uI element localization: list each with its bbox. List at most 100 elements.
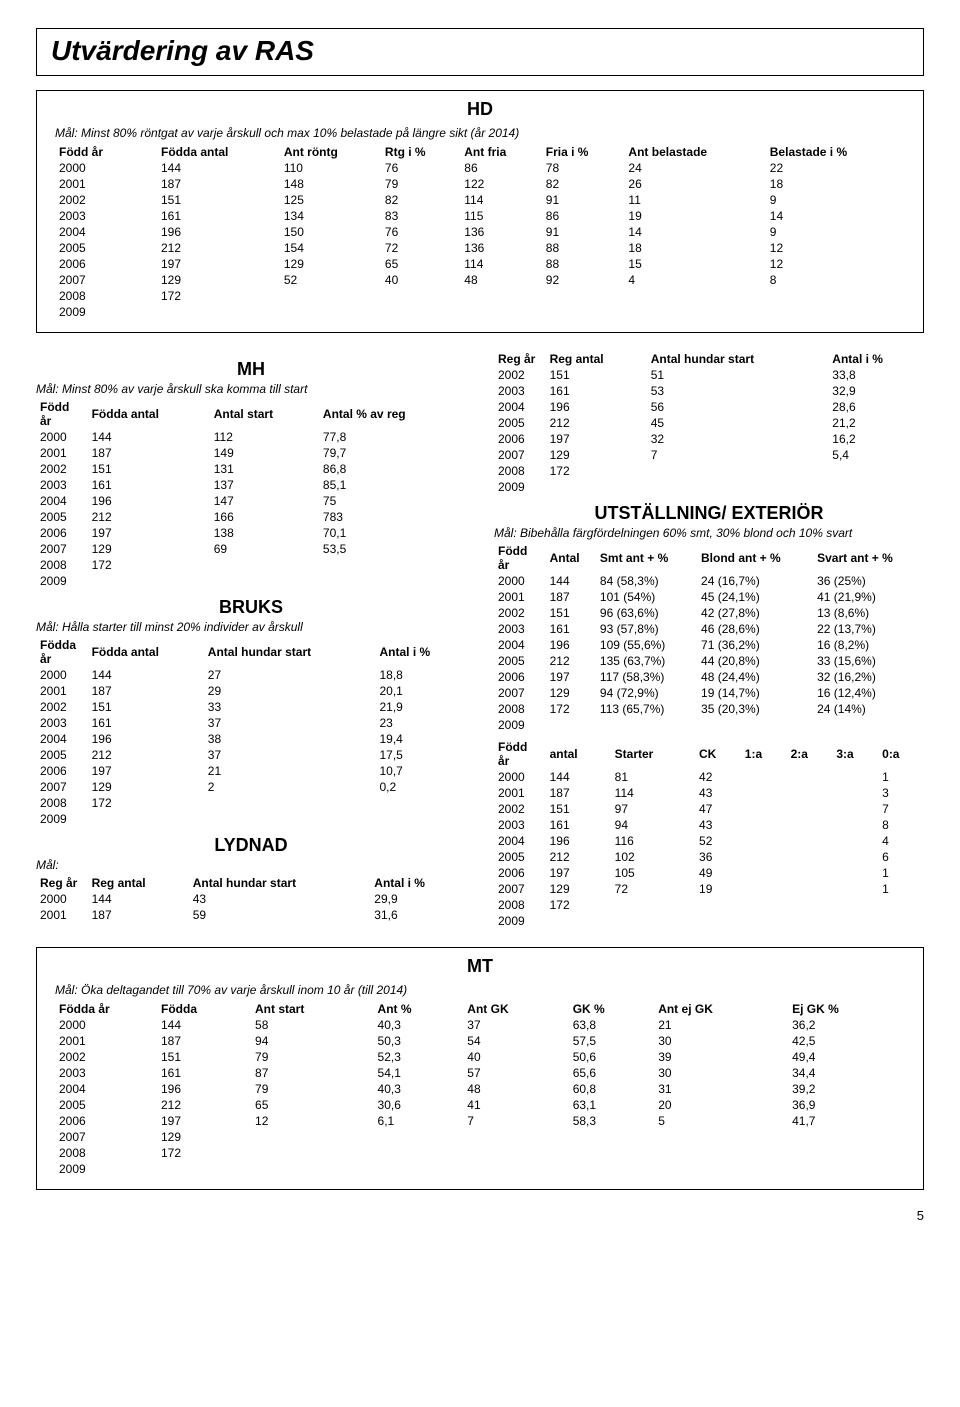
table-cell: 33 (15,6%) (813, 653, 924, 669)
column-header: Ant ej GK (654, 1001, 788, 1017)
column-header: Ant röntg (280, 144, 381, 160)
table-cell: 2001 (55, 1033, 157, 1049)
table-cell: 9 (766, 224, 905, 240)
table-cell: 50,6 (569, 1049, 655, 1065)
table-cell: 8 (766, 272, 905, 288)
table-cell: 94 (251, 1033, 374, 1049)
table-cell: 28,6 (828, 399, 924, 415)
table-cell: 29 (204, 683, 376, 699)
table-cell: 115 (460, 208, 542, 224)
table-cell: 197 (546, 431, 647, 447)
table-cell: 161 (546, 817, 611, 833)
table-cell: 10,7 (376, 763, 467, 779)
table-cell (542, 304, 625, 320)
table-cell: 82 (542, 176, 625, 192)
table-cell: 12 (251, 1113, 374, 1129)
table-cell: 58,3 (569, 1113, 655, 1129)
table-cell: 47 (695, 801, 741, 817)
table-cell: 17,5 (376, 747, 467, 763)
ck-table: Född årantalStarterCK1:a2:a3:a0:a 200014… (494, 739, 924, 929)
table-cell (832, 817, 878, 833)
table-cell: 15 (624, 256, 765, 272)
column-header: Antal hundar start (204, 637, 376, 667)
column-header: 1:a (741, 739, 787, 769)
table-row: 20041961507613691149 (55, 224, 905, 240)
column-header: Antal hundar start (189, 875, 371, 891)
table-cell: 18 (624, 240, 765, 256)
column-header: Födda år (55, 1001, 157, 1017)
table-cell: 83 (381, 208, 460, 224)
column-header: Reg år (494, 351, 546, 367)
column-header: Födda år (36, 637, 88, 667)
table-cell: 110 (280, 160, 381, 176)
table-cell: 24 (14%) (813, 701, 924, 717)
table-cell: 2003 (36, 477, 88, 493)
table-row: 2006197126,1758,3541,7 (55, 1113, 905, 1129)
table-cell (787, 817, 833, 833)
table-cell: 79,7 (319, 445, 466, 461)
lydnad2-header-row: Reg årReg antalAntal hundar startAntal i… (494, 351, 924, 367)
table-cell: 2001 (36, 683, 88, 699)
table-cell: 2008 (55, 1145, 157, 1161)
table-cell: 144 (157, 1017, 251, 1033)
column-header: GK % (569, 1001, 655, 1017)
column-header: Belastade i % (766, 144, 905, 160)
table-cell: 2004 (36, 493, 88, 509)
table-row: 2009 (494, 717, 924, 733)
table-cell (697, 717, 813, 733)
table-cell (695, 897, 741, 913)
table-cell: 2008 (494, 701, 546, 717)
table-cell: 2005 (55, 1097, 157, 1113)
table-cell: 19 (695, 881, 741, 897)
table-cell (204, 795, 376, 811)
table-row: 20052126530,64163,12036,9 (55, 1097, 905, 1113)
table-cell: 31,6 (370, 907, 466, 923)
mt-heading: MT (55, 956, 905, 977)
table-cell: 7 (463, 1113, 568, 1129)
column-header: Ant start (251, 1001, 374, 1017)
table-cell: 125 (280, 192, 381, 208)
table-row: 20011879450,35457,53042,5 (55, 1033, 905, 1049)
table-row: 2006197105491 (494, 865, 924, 881)
table-cell: 19 (14,7%) (697, 685, 813, 701)
table-cell: 49,4 (788, 1049, 905, 1065)
table-cell (546, 479, 647, 495)
table-cell: 2002 (55, 1049, 157, 1065)
table-cell: 2003 (36, 715, 88, 731)
table-cell: 109 (55,6%) (596, 637, 697, 653)
table-row: 200118714879122822618 (55, 176, 905, 192)
table-cell: 32 (16,2%) (813, 669, 924, 685)
table-cell: 65 (251, 1097, 374, 1113)
table-cell: 50,3 (374, 1033, 464, 1049)
table-cell: 196 (546, 399, 647, 415)
column-header: Ant % (374, 1001, 464, 1017)
table-cell (624, 304, 765, 320)
table-cell: 79 (251, 1081, 374, 1097)
table-row: 200215113186,8 (36, 461, 466, 477)
table-cell: 94 (72,9%) (596, 685, 697, 701)
table-cell: 2006 (494, 431, 546, 447)
table-row: 20011872920,1 (36, 683, 466, 699)
page-title: Utvärdering av RAS (51, 35, 909, 67)
table-cell: 93 (57,8%) (596, 621, 697, 637)
utst-heading: UTSTÄLLNING/ EXTERIÖR (494, 503, 924, 524)
table-cell: 52 (695, 833, 741, 849)
table-row: 20041967940,34860,83139,2 (55, 1081, 905, 1097)
table-cell: 154 (280, 240, 381, 256)
lydnad-header-row: Reg årReg antalAntal hundar startAntal i… (36, 875, 466, 891)
table-cell: 24 (16,7%) (697, 573, 813, 589)
mt-section: MT Mål: Öka deltagandet till 70% av varj… (36, 947, 924, 1190)
table-cell: 144 (546, 573, 596, 589)
table-cell: 53,5 (319, 541, 466, 557)
table-cell: 54,1 (374, 1065, 464, 1081)
table-cell: 196 (88, 731, 204, 747)
table-row: 2005212102366 (494, 849, 924, 865)
table-cell: 161 (546, 621, 596, 637)
table-row: 20021513321,9 (36, 699, 466, 715)
mt-goal: Mål: Öka deltagandet till 70% av varje å… (55, 983, 905, 997)
table-row: 2009 (494, 913, 924, 929)
mh-heading: MH (36, 359, 466, 380)
mh-table: Född årFödda antalAntal startAntal % av … (36, 399, 466, 589)
table-cell: 2007 (36, 779, 88, 795)
table-cell (828, 463, 924, 479)
